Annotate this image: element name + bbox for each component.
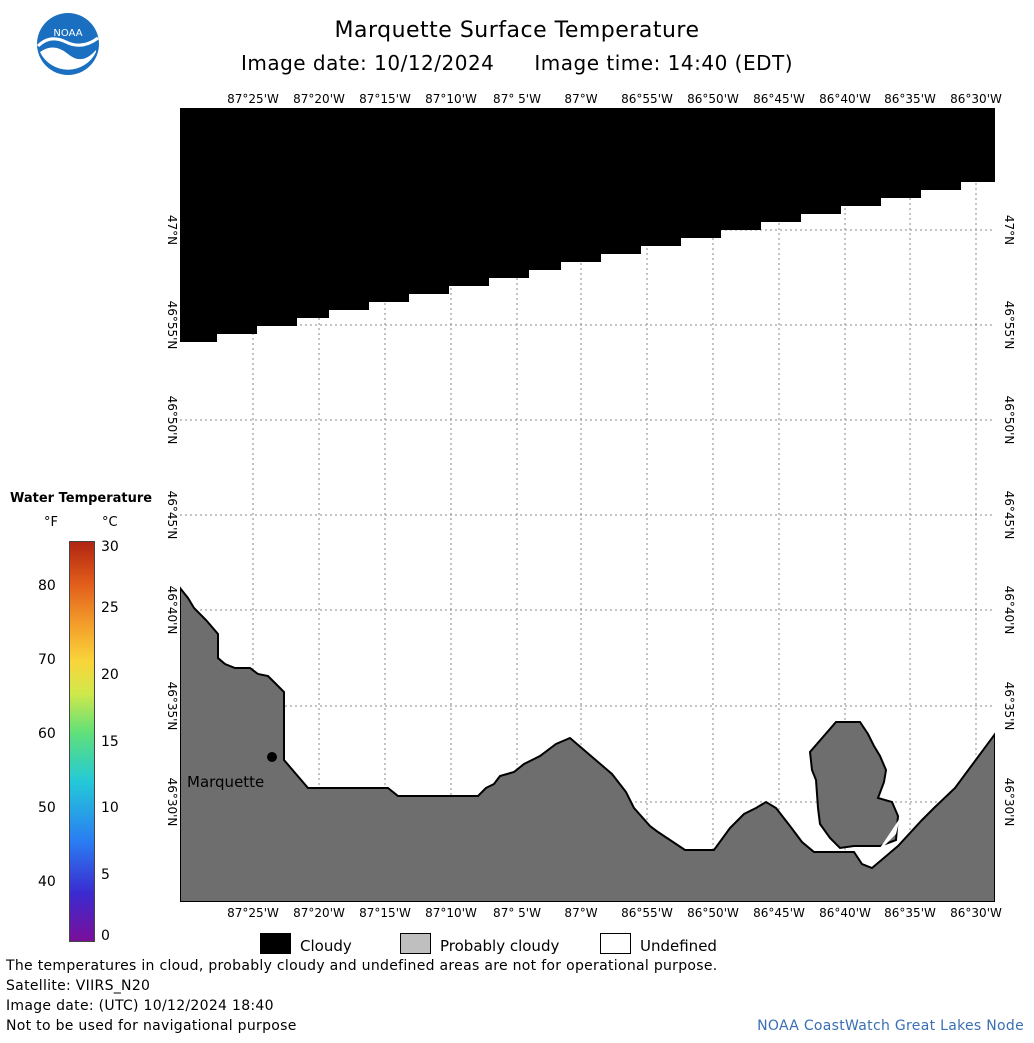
legend-label-undefined: Undefined xyxy=(640,937,717,955)
legend-tick-fahrenheit: 70 xyxy=(38,652,56,668)
longitude-label-top: 86°35'W xyxy=(884,92,936,106)
noaa-logo: NOAA xyxy=(36,13,99,75)
legend-colorbar xyxy=(69,541,95,942)
marquette-city-marker xyxy=(267,752,277,762)
cloud-area xyxy=(180,108,995,342)
image-date-label: Image date: 10/12/2024 xyxy=(240,51,495,75)
longitude-label-bottom: 87°10'W xyxy=(425,906,477,920)
latitude-label-right: 46°50'N xyxy=(1002,395,1016,445)
longitude-label-bottom: 87°W xyxy=(564,906,598,920)
legend-title: Water Temperature xyxy=(10,491,153,506)
longitude-label-bottom: 87°20'W xyxy=(293,906,345,920)
legend-tick-fahrenheit: 50 xyxy=(38,800,56,816)
latitude-label-left: 46°35'N xyxy=(165,681,179,731)
latitude-label-left: 46°30'N xyxy=(165,777,179,827)
longitude-label-top: 86°55'W xyxy=(621,92,673,106)
legend-label-probably-cloudy: Probably cloudy xyxy=(440,937,560,955)
city-label-marquette: Marquette xyxy=(187,773,265,791)
legend-tick-celsius: 5 xyxy=(101,867,110,883)
longitude-label-bottom: 87°15'W xyxy=(359,906,411,920)
longitude-label-top: 87°10'W xyxy=(425,92,477,106)
longitude-label-top: 87°W xyxy=(564,92,598,106)
longitude-label-bottom: 87° 5'W xyxy=(493,906,541,920)
latitude-label-left: 46°40'N xyxy=(165,585,179,635)
longitude-label-top: 87° 5'W xyxy=(493,92,541,106)
longitude-label-top: 86°40'W xyxy=(819,92,871,106)
noaa-logo-text: NOAA xyxy=(53,28,82,39)
legend-tick-celsius: 25 xyxy=(101,600,119,616)
footer-navigation-note: Not to be used for navigational purpose xyxy=(6,1018,297,1034)
legend-swatch-probably-cloudy xyxy=(400,933,431,954)
legend-unit-celsius: °C xyxy=(102,515,118,530)
island-area xyxy=(808,721,900,850)
longitude-label-bottom: 86°30'W xyxy=(950,906,1002,920)
latitude-label-left: 46°55'N xyxy=(165,300,179,350)
legend-swatch-cloudy xyxy=(260,933,291,954)
map-subtitle: Image date: 10/12/2024 Image time: 14:40 … xyxy=(0,51,1034,75)
longitude-label-top: 86°30'W xyxy=(950,92,1002,106)
legend-tick-celsius: 20 xyxy=(101,667,119,683)
legend-swatch-undefined xyxy=(600,933,631,954)
legend-unit-fahrenheit: °F xyxy=(44,515,58,530)
footer-credit: NOAA CoastWatch Great Lakes Node xyxy=(757,1018,1024,1034)
map-panel xyxy=(180,108,995,902)
longitude-label-top: 86°50'W xyxy=(687,92,739,106)
latitude-label-right: 46°55'N xyxy=(1002,300,1016,350)
footer-utc-date: Image date: (UTC) 10/12/2024 18:40 xyxy=(6,998,274,1014)
legend-label-cloudy: Cloudy xyxy=(300,937,352,955)
latitude-label-right: 47°N xyxy=(1002,214,1016,246)
land-area xyxy=(180,586,995,902)
legend-tick-fahrenheit: 60 xyxy=(38,726,56,742)
longitude-label-bottom: 86°40'W xyxy=(819,906,871,920)
footer-disclaimer: The temperatures in cloud, probably clou… xyxy=(6,958,718,974)
latitude-label-right: 46°40'N xyxy=(1002,585,1016,635)
legend-tick-fahrenheit: 40 xyxy=(38,874,56,890)
longitude-label-top: 87°15'W xyxy=(359,92,411,106)
legend-tick-celsius: 10 xyxy=(101,800,119,816)
latitude-label-left: 46°45'N xyxy=(165,490,179,540)
latitude-label-right: 46°35'N xyxy=(1002,681,1016,731)
legend-tick-fahrenheit: 80 xyxy=(38,578,56,594)
legend-tick-celsius: 30 xyxy=(101,539,119,555)
map-title: Marquette Surface Temperature xyxy=(334,18,700,43)
longitude-label-bottom: 87°25'W xyxy=(227,906,279,920)
longitude-label-top: 86°45'W xyxy=(753,92,805,106)
latitude-label-left: 46°50'N xyxy=(165,395,179,445)
longitude-label-bottom: 86°50'W xyxy=(687,906,739,920)
longitude-label-top: 87°20'W xyxy=(293,92,345,106)
longitude-label-bottom: 86°45'W xyxy=(753,906,805,920)
longitude-label-bottom: 86°55'W xyxy=(621,906,673,920)
legend-tick-celsius: 0 xyxy=(101,928,110,944)
longitude-label-top: 87°25'W xyxy=(227,92,279,106)
legend-tick-celsius: 15 xyxy=(101,734,119,750)
inlet-area xyxy=(862,818,900,860)
longitude-label-bottom: 86°35'W xyxy=(884,906,936,920)
latitude-label-right: 46°45'N xyxy=(1002,490,1016,540)
latitude-label-right: 46°30'N xyxy=(1002,777,1016,827)
latitude-label-left: 47°N xyxy=(165,214,179,246)
footer-satellite: Satellite: VIIRS_N20 xyxy=(6,978,151,994)
image-time-label: Image time: 14:40 (EDT) xyxy=(534,51,794,75)
